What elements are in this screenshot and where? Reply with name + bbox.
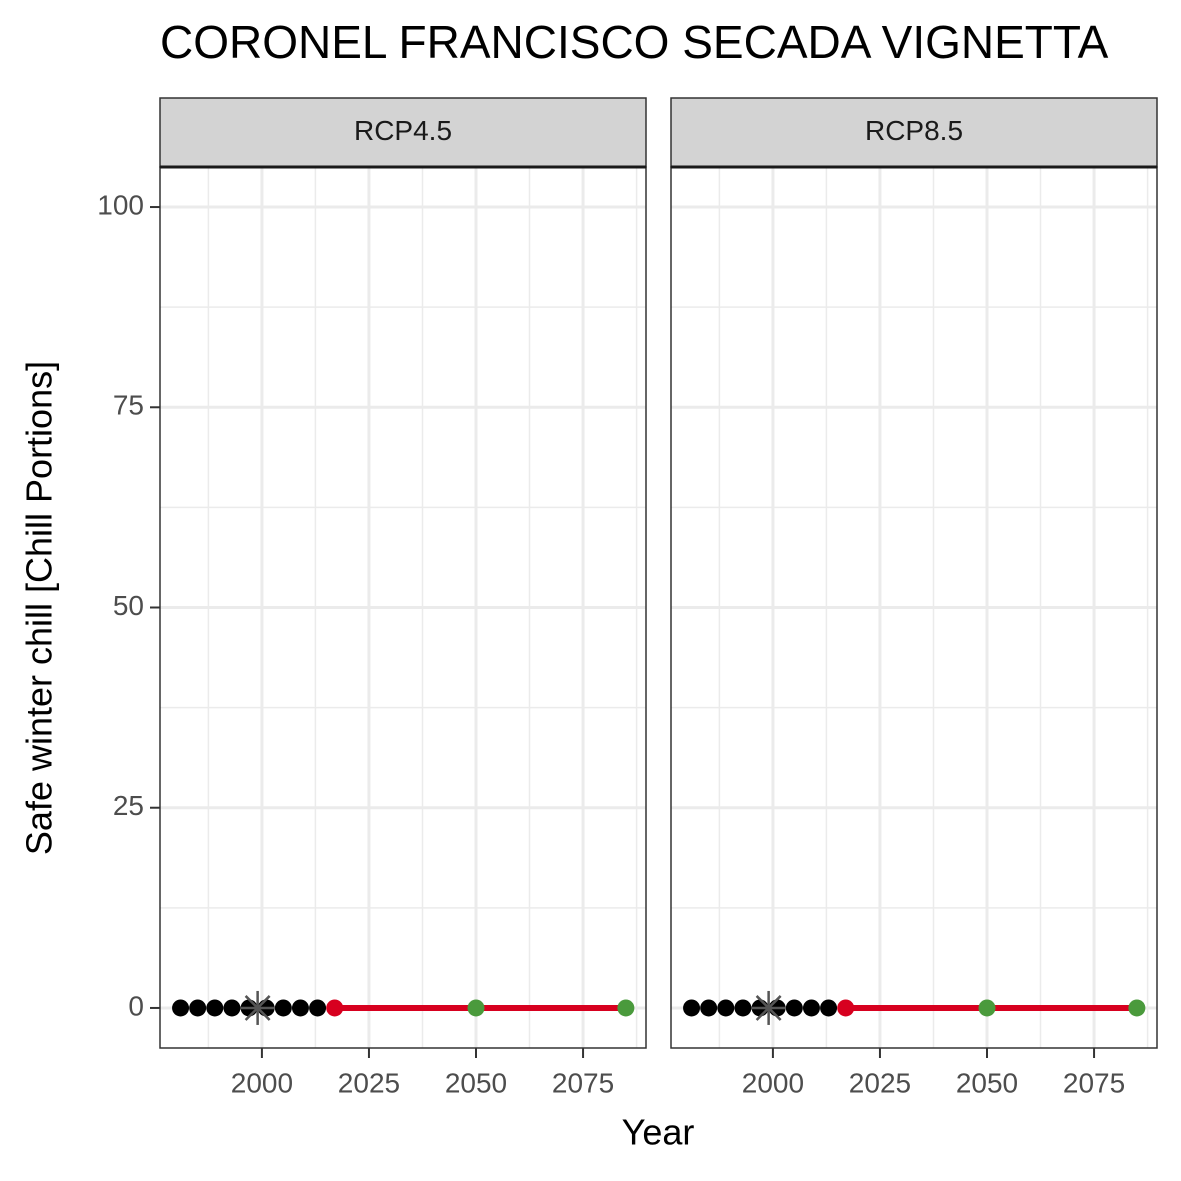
y-axis-label: Safe winter chill [Chill Portions]: [19, 361, 60, 855]
asterisk-point: [240, 990, 275, 1025]
asterisk-stroke: [755, 995, 782, 1021]
x-tick-label: 2000: [231, 1067, 293, 1098]
point: [291, 999, 309, 1017]
x-tick-label: 2025: [338, 1067, 400, 1098]
point: [206, 999, 224, 1017]
point: [734, 999, 752, 1017]
asterisk-point: [751, 990, 786, 1025]
x-axis-label: Year: [622, 1112, 695, 1153]
point: [978, 999, 996, 1017]
strip: [670, 97, 1158, 168]
strip-label: RCP4.5: [354, 115, 452, 146]
x-tick-label: 2025: [849, 1067, 911, 1098]
x-tick-label: 2000: [742, 1067, 804, 1098]
strip: [159, 97, 647, 168]
y-tick-label: 75: [113, 390, 144, 421]
point: [802, 999, 820, 1017]
point: [785, 999, 803, 1017]
point: [274, 999, 292, 1017]
point: [617, 999, 635, 1017]
point: [326, 999, 344, 1017]
y-tick-label: 100: [97, 189, 144, 220]
point: [467, 999, 485, 1017]
point: [717, 999, 735, 1017]
point: [172, 999, 190, 1017]
point: [820, 999, 838, 1017]
point: [837, 999, 855, 1017]
point: [223, 999, 241, 1017]
y-tick-label: 50: [113, 590, 144, 621]
x-tick-label: 2075: [1063, 1067, 1125, 1098]
point: [1128, 999, 1146, 1017]
x-tick-label: 2050: [956, 1067, 1018, 1098]
x-tick-label: 2050: [445, 1067, 507, 1098]
point: [189, 999, 207, 1017]
point: [309, 999, 327, 1017]
strip-label: RCP8.5: [865, 115, 963, 146]
asterisk-stroke: [244, 995, 271, 1021]
x-tick-label: 2075: [552, 1067, 614, 1098]
point: [683, 999, 701, 1017]
chart-title: CORONEL FRANCISCO SECADA VIGNETTA: [160, 16, 1109, 68]
y-tick-label: 25: [113, 790, 144, 821]
y-tick-label: 0: [128, 990, 144, 1021]
point: [700, 999, 718, 1017]
